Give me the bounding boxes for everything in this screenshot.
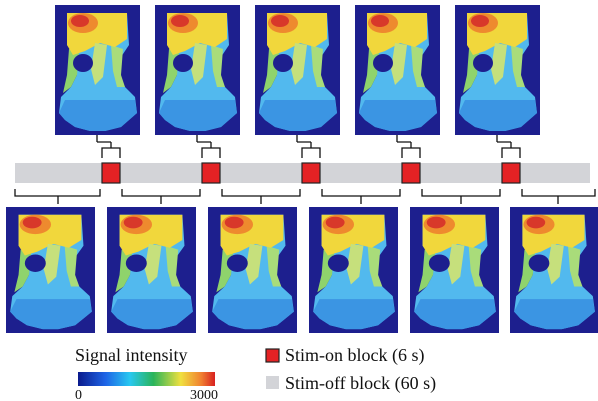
brain-image xyxy=(155,5,240,135)
bracket xyxy=(196,135,221,158)
bracket xyxy=(321,189,401,204)
colorbar xyxy=(78,372,215,386)
stim-on-block xyxy=(401,162,421,184)
legend-label: Stim-on block (6 s) xyxy=(285,345,425,366)
brain-image xyxy=(455,5,540,135)
brain-image xyxy=(309,207,398,333)
colorbar-label: Signal intensity xyxy=(75,345,188,365)
bracket xyxy=(121,189,201,204)
bracket xyxy=(296,135,321,158)
brain-image xyxy=(410,207,499,333)
brain-image xyxy=(255,5,340,135)
bottom-images xyxy=(6,207,598,333)
bracket xyxy=(421,189,501,204)
top-brackets xyxy=(96,135,521,158)
bracket xyxy=(521,189,596,204)
brain-image xyxy=(55,5,140,135)
stim-on-block xyxy=(301,162,321,184)
colorbar-min: 0 xyxy=(75,388,82,401)
top-images xyxy=(55,5,540,135)
bottom-brackets xyxy=(14,189,596,204)
bracket xyxy=(396,135,421,158)
legend-swatch xyxy=(265,348,280,363)
brain-image xyxy=(510,207,598,333)
stim-on-blocks xyxy=(101,162,521,184)
stim-on-block xyxy=(101,162,121,184)
colorbar-max: 3000 xyxy=(190,388,218,401)
legend-label: Stim-off block (60 s) xyxy=(285,373,436,394)
brain-image xyxy=(6,207,95,333)
brain-image xyxy=(208,207,297,333)
bracket xyxy=(496,135,521,158)
brain-image xyxy=(107,207,196,333)
stim-on-block xyxy=(501,162,521,184)
brain-image xyxy=(355,5,440,135)
bracket xyxy=(14,189,101,204)
legend-swatch xyxy=(266,376,279,389)
bracket xyxy=(221,189,301,204)
stim-on-block xyxy=(201,162,221,184)
bracket xyxy=(96,135,121,158)
